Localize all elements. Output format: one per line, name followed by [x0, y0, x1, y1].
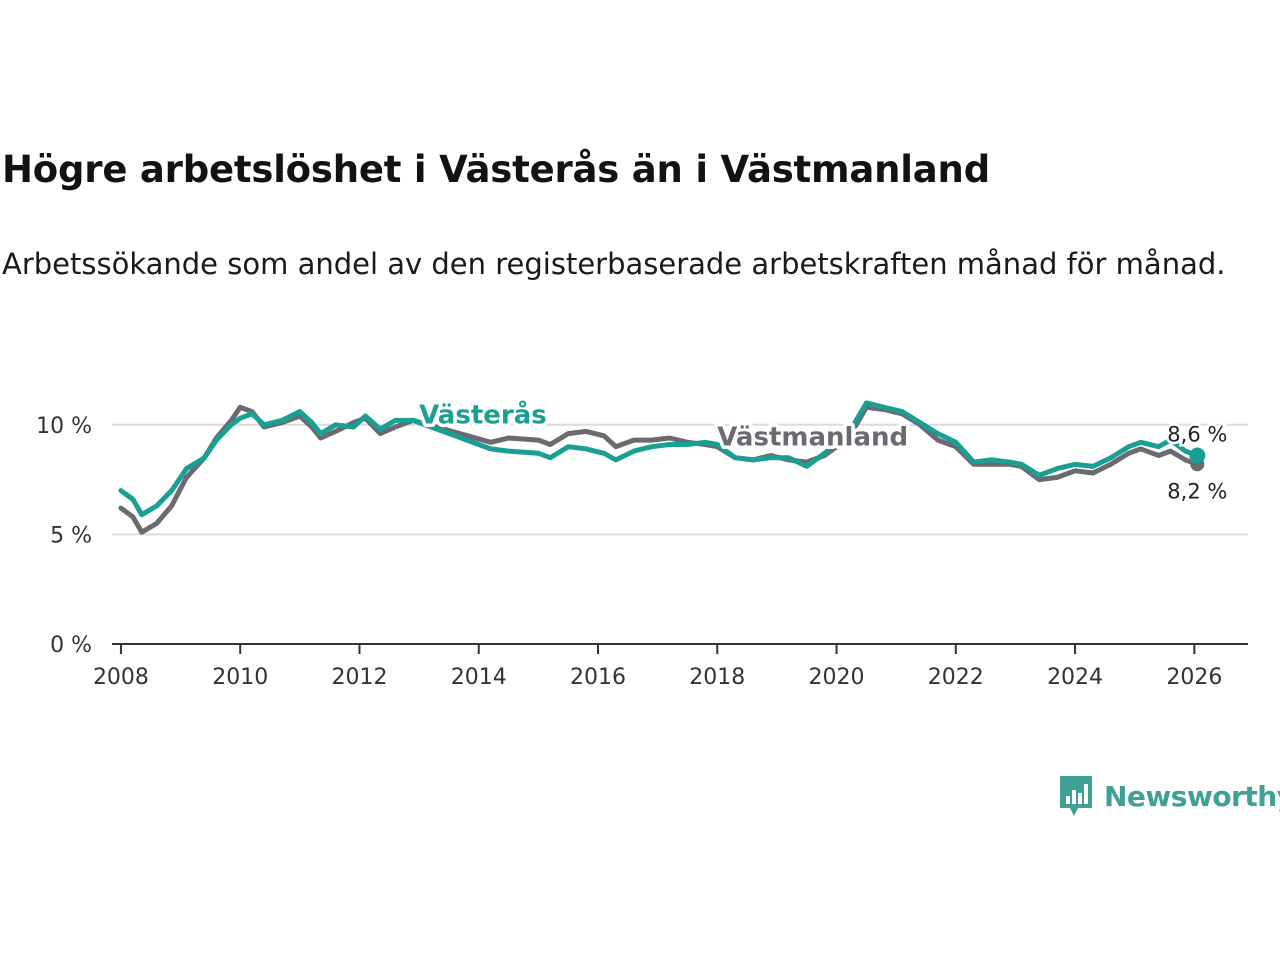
x-tick-label: 2014 — [451, 665, 507, 690]
x-tick-label: 2012 — [331, 665, 387, 690]
y-tick-label: 10 % — [36, 414, 92, 439]
series-line-västmanland — [118, 404, 1200, 535]
y-tick-label: 5 % — [50, 523, 92, 548]
end-label-vastmanland: 8,2 % — [1167, 479, 1227, 503]
y-tick-label: 0 % — [50, 633, 92, 658]
chart-subtitle: Arbetssökande som andel av den registerb… — [2, 247, 1226, 281]
x-tick-label: 2022 — [928, 665, 984, 690]
x-tick-label: 2018 — [689, 665, 745, 690]
x-axis: 2008 2010 2012 2014 2016 2018 2020 2022 2024 2026 — [93, 643, 1248, 690]
y-axis-ticks: 0 % 5 % 10 % — [36, 414, 92, 658]
line-chart: 0 %5 %10 % 2008 2010 2012 2014 2016 2018 2020 2… — [36, 395, 1248, 690]
x-tick-label: 2008 — [93, 665, 149, 690]
newsworthy-logo-icon — [1060, 776, 1092, 816]
grid-lines — [112, 423, 1248, 536]
newsworthy-logo: Newsworthy — [1058, 774, 1280, 818]
series-label-vastmanland: Västmanland — [717, 423, 908, 453]
chart-title: Högre arbetslöshet i Västerås än i Västm… — [2, 148, 990, 191]
newsworthy-logo-text: Newsworthy — [1104, 779, 1280, 813]
x-tick-label: 2020 — [809, 665, 865, 690]
series-lines — [118, 400, 1200, 535]
series-labels: Västmanland Västerås 8,6 % 8,2 % — [416, 395, 1230, 506]
series-label-vasteras: Västerås — [419, 399, 547, 431]
end-label-vasteras: 8,6 % — [1167, 422, 1227, 446]
series-line-västerås — [118, 400, 1200, 518]
x-tick-label: 2016 — [570, 665, 626, 690]
x-tick-label: 2024 — [1047, 665, 1103, 690]
end-dot-vasteras — [1189, 447, 1206, 464]
x-tick-label: 2026 — [1166, 665, 1222, 690]
x-tick-label: 2010 — [212, 665, 268, 690]
